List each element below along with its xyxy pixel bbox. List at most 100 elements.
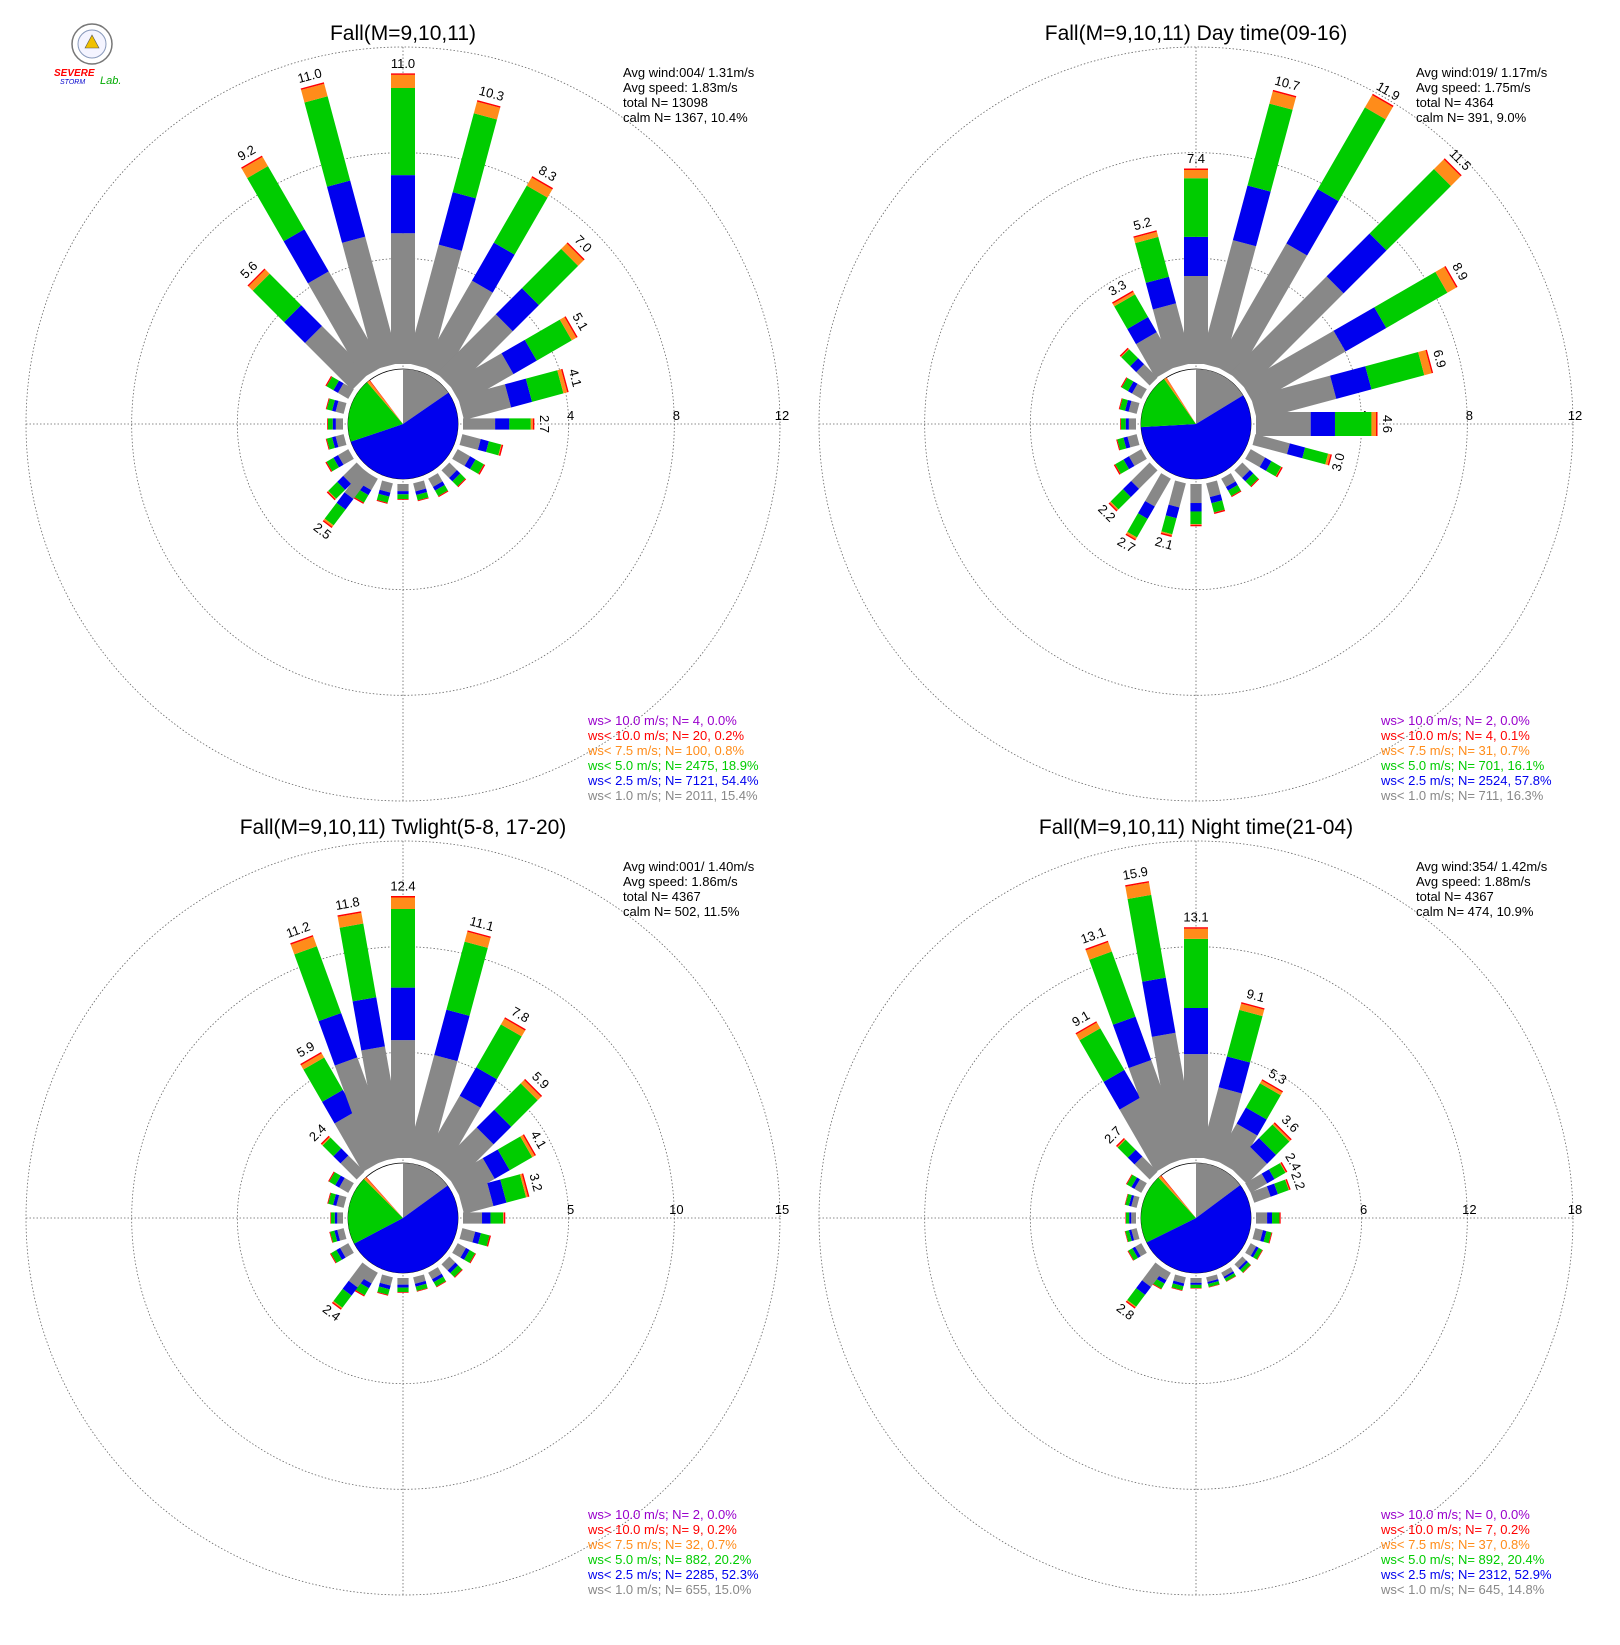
petal-segment [1229,1146,1268,1185]
petal-segment [490,1212,504,1224]
petal-segment [1302,447,1329,465]
petal-segment [1172,1280,1185,1287]
ring-label: 8 [1466,408,1473,423]
petal-segment [1238,1260,1249,1271]
petal-segment [1117,1139,1136,1158]
petal-segment [1127,1288,1146,1307]
petal-segment [1239,1003,1265,1017]
petal-segment [1372,93,1394,108]
petal-segment [1285,1178,1291,1191]
panel-title: Fall(M=9,10,11) [330,22,476,45]
petal-segment [1126,1299,1137,1308]
petal-segment [561,243,584,266]
petal-label: 6.9 [1430,348,1449,369]
petal-segment [452,449,471,466]
speed-class-slice [1158,1175,1196,1218]
petal-segment [1122,480,1140,498]
petal-segment [1273,1122,1292,1141]
legend-entry: ws> 10.0 m/s; N= 2, 0.0% [587,1507,737,1522]
petal-segment [1108,502,1118,512]
petal-segment [331,1301,342,1310]
petal-segment [1317,107,1386,202]
petal-segment [1190,1282,1202,1285]
petal-segment [326,491,336,501]
petal-segment [1190,524,1202,525]
petal-segment [334,1229,341,1242]
petal-label: 9.1 [1245,986,1266,1005]
petal-segment [417,497,429,502]
petal-segment [476,100,501,108]
legend-entry: ws< 7.5 m/s; N= 37, 0.8% [1380,1537,1530,1552]
petal-segment [414,1280,427,1287]
wind-rose-panel-2: 48127.410.711.911.58.96.94.63.02.12.72.2… [818,22,1582,803]
petal-segment [1127,316,1157,345]
petal-segment [326,376,339,391]
petal-segment [1245,1083,1281,1120]
petal-segment [324,502,346,526]
petal-segment [503,1212,506,1224]
petal-segment [1109,501,1119,511]
petal-segment [1247,103,1293,192]
petal-segment [1279,1212,1281,1224]
petal-segment [406,244,462,370]
petal-segment [478,464,484,474]
petal-segment [1279,1162,1287,1173]
petal-segment [325,461,333,473]
petal-segment [1125,533,1136,541]
petal-segment [472,1231,481,1244]
petal-segment [1131,383,1147,399]
speed-class-slice [1196,369,1243,424]
petal-segment [320,1135,330,1145]
speed-class-slice [1140,1177,1196,1243]
petal-label: 13.1 [1183,910,1208,925]
petal-segment [326,398,335,411]
petal-segment [1133,230,1157,238]
legend-entry: ws< 7.5 m/s; N= 100, 0.8% [587,743,745,758]
petal-segment [1365,352,1425,390]
petal-segment [531,176,554,190]
petal-segment [376,499,388,504]
petal-label: 11.8 [334,894,361,913]
petal-segment [1263,1231,1272,1244]
ring-label: 10 [669,1202,683,1217]
petal-segment [1229,276,1344,391]
speed-class-slice [369,380,403,424]
petal-segment [327,490,337,500]
petal-segment [339,923,377,1002]
petal-segment [1364,95,1393,120]
wind-rose-panel-4: 6 12 1813.19.15.33.62.42.22.82.79.113.115.… [818,816,1582,1597]
petal-segment [1236,1107,1267,1136]
petal-segment [1260,1230,1267,1242]
petal-segment [433,1276,446,1287]
petal-segment [1206,1274,1219,1282]
petal-segment [397,1278,409,1285]
petal-segment [1245,1173,1268,1193]
petal-segment [1211,500,1225,513]
petal-segment [1124,399,1132,412]
petal-segment [1085,942,1112,960]
stats-line: total N= 4364 [1416,95,1494,110]
petal-segment [397,1292,409,1293]
petal-segment [1259,1080,1283,1096]
logo-text-lab: Lab. [100,75,121,87]
petal-segment [1418,350,1432,376]
petal-segment [300,1052,322,1066]
panel-title: Fall(M=9,10,11) Night time(21-04) [1039,816,1353,839]
petal-segment [1151,1032,1198,1161]
petal-segment [457,478,467,488]
petal-segment [452,1243,466,1258]
petal-segment [1286,189,1339,256]
petal-label: 5.2 [1132,214,1153,233]
petal-segment [337,1212,343,1224]
legend-entry: ws< 10.0 m/s; N= 7, 0.2% [1380,1522,1530,1537]
petal-segment [326,437,335,450]
speed-class-slice [1166,377,1196,424]
petal-segment [1120,418,1121,430]
petal-segment [459,1228,476,1243]
petal-segment [284,305,322,343]
petal-segment [1206,480,1221,498]
petal-segment [333,455,344,468]
petal-segment [283,229,329,284]
legend-entry: ws< 5.0 m/s; N= 701, 16.1% [1380,758,1545,773]
petal-segment [406,1054,458,1164]
